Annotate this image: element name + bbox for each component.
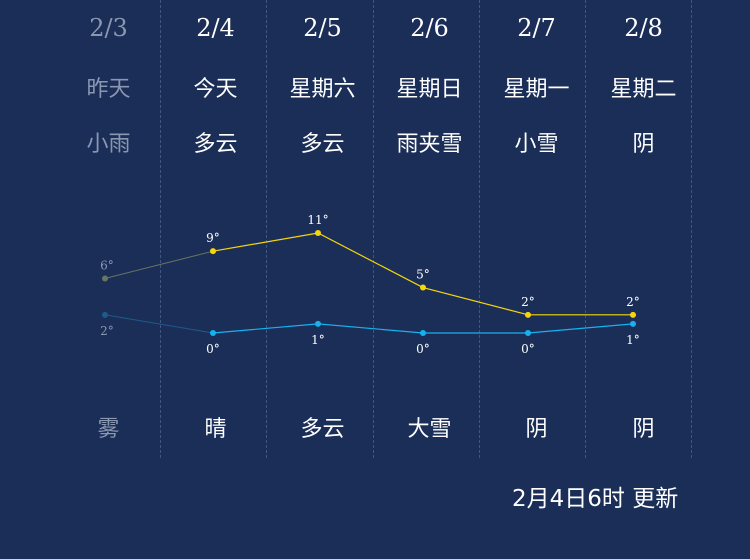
day-date: 2/6	[410, 14, 449, 42]
day-weekday: 星期日	[396, 77, 463, 102]
low-temp-label: 0°	[206, 342, 220, 356]
column-divider	[691, 0, 692, 458]
column-divider	[585, 0, 586, 458]
high-temp-point	[525, 311, 531, 318]
low-temp-point	[315, 320, 321, 327]
update-time: 2月4日6时 更新	[512, 486, 679, 512]
high-temp-label: 2°	[521, 295, 535, 309]
low-temp-point	[525, 330, 531, 336]
night-condition: 多云	[300, 417, 345, 442]
day-condition: 小雪	[514, 132, 559, 157]
high-temp-point	[315, 230, 321, 236]
high-temp-line-past	[104, 250, 214, 279]
day-date: 2/5	[303, 14, 342, 42]
high-temp-point	[102, 275, 108, 282]
high-temp-point	[630, 311, 636, 318]
high-temp-label: 6°	[100, 258, 114, 272]
high-temp-label: 2°	[626, 295, 640, 309]
low-temp-label: 1°	[626, 333, 640, 347]
day-date: 2/8	[624, 14, 663, 42]
day-date: 2/3	[89, 14, 128, 42]
night-condition: 雾	[97, 417, 120, 442]
day-condition: 多云	[193, 132, 238, 157]
high-temp-label: 5°	[416, 268, 430, 282]
night-condition: 阴	[632, 417, 655, 442]
night-condition: 晴	[204, 417, 227, 442]
high-temp-point	[210, 248, 216, 255]
day-weekday: 昨天	[86, 77, 131, 102]
day-condition: 小雨	[86, 132, 131, 157]
low-temp-point	[210, 330, 216, 336]
day-condition: 雨夹雪	[396, 132, 463, 157]
low-temp-point	[420, 330, 426, 336]
low-temp-label: 0°	[416, 342, 430, 356]
column-divider	[373, 0, 374, 458]
low-temp-label: 2°	[100, 324, 114, 338]
day-weekday: 今天	[193, 77, 238, 102]
day-weekday: 星期二	[610, 77, 677, 102]
low-temp-point	[102, 311, 108, 318]
low-temp-label: 1°	[311, 333, 325, 347]
day-weekday: 星期一	[503, 77, 570, 102]
high-temp-point	[420, 284, 426, 291]
day-date: 2/7	[517, 14, 556, 42]
night-condition: 大雪	[407, 417, 452, 442]
column-divider	[479, 0, 480, 458]
low-temp-point	[630, 320, 636, 327]
day-date: 2/4	[196, 14, 235, 42]
day-condition: 阴	[632, 132, 655, 157]
low-temp-line-past	[104, 314, 214, 334]
day-condition: 多云	[300, 132, 345, 157]
column-divider	[266, 0, 267, 458]
high-temp-label: 11°	[307, 213, 328, 227]
night-condition: 阴	[525, 417, 548, 442]
column-divider	[160, 0, 161, 458]
day-weekday: 星期六	[289, 77, 356, 102]
high-temp-label: 9°	[206, 231, 220, 245]
low-temp-label: 0°	[521, 342, 535, 356]
